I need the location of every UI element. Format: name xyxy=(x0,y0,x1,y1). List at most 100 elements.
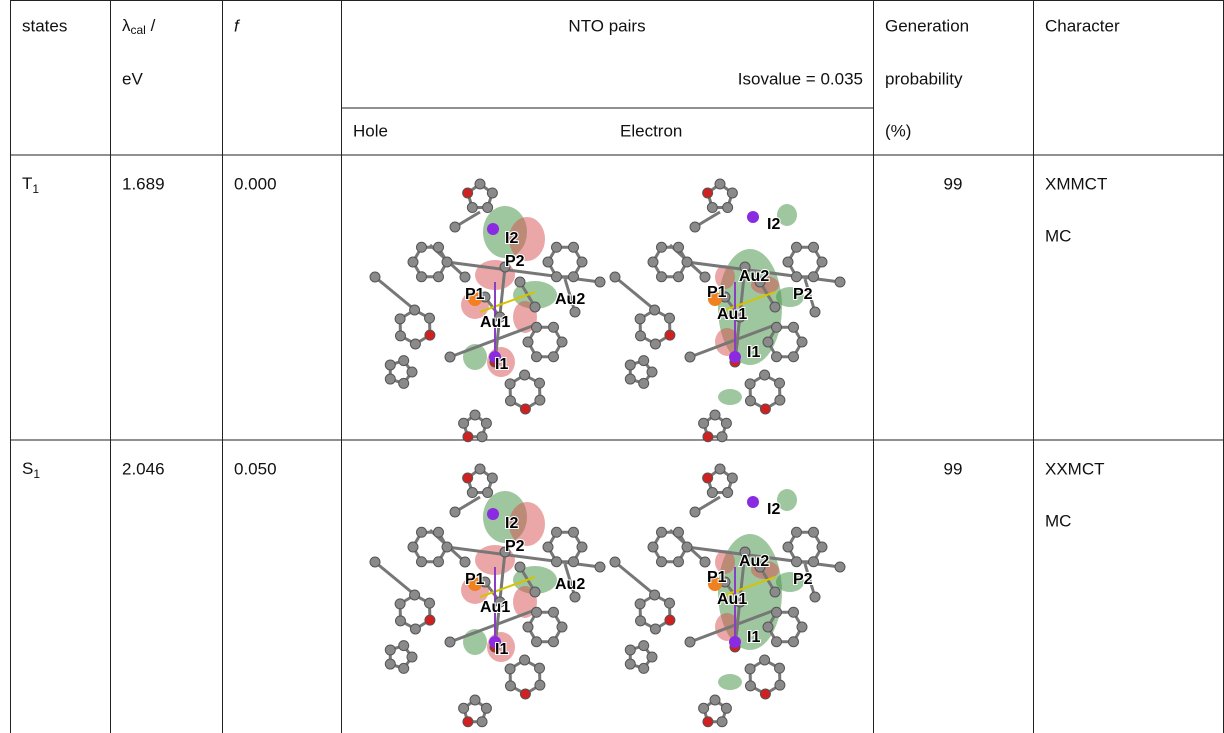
atom xyxy=(450,507,460,517)
atom xyxy=(610,272,620,282)
atom-label: Au1 xyxy=(717,591,747,608)
atom xyxy=(772,322,782,332)
atom xyxy=(792,242,802,252)
atom xyxy=(650,590,660,600)
atom xyxy=(783,257,793,267)
atom xyxy=(647,652,657,662)
atom xyxy=(470,695,480,705)
atom xyxy=(682,257,692,267)
atom xyxy=(792,527,802,537)
atom xyxy=(535,663,545,673)
atom xyxy=(810,592,820,602)
atom xyxy=(417,272,427,282)
atom xyxy=(557,622,567,632)
atom xyxy=(770,587,780,597)
header-cell: Generation xyxy=(885,16,969,35)
atom xyxy=(760,689,770,699)
atom xyxy=(789,322,799,332)
atom xyxy=(685,352,695,362)
atom xyxy=(370,557,380,567)
state: S xyxy=(22,459,33,478)
character-cell: XMMCT xyxy=(1045,174,1107,193)
atom xyxy=(407,367,417,377)
atom xyxy=(549,637,559,647)
atom xyxy=(530,587,540,597)
atom xyxy=(625,360,635,370)
atom xyxy=(745,664,755,674)
atom xyxy=(690,222,700,232)
character-cell: MC xyxy=(1045,511,1071,530)
atom xyxy=(635,331,645,341)
atom xyxy=(797,337,807,347)
atom xyxy=(425,598,435,608)
atom xyxy=(817,542,827,552)
state-cell: S1 xyxy=(22,459,40,481)
atom xyxy=(595,277,605,287)
bond xyxy=(615,562,655,595)
atom xyxy=(772,607,782,617)
atom xyxy=(445,637,455,647)
atom-label: I1 xyxy=(495,356,508,373)
atom xyxy=(674,527,684,537)
atom xyxy=(648,257,658,267)
atom xyxy=(789,352,799,362)
subscript: 1 xyxy=(33,467,40,481)
molecule-hole: I2P2P1Au2Au1I1 xyxy=(370,464,605,727)
atom xyxy=(460,272,470,282)
atom xyxy=(707,203,717,213)
atom xyxy=(775,378,785,388)
atom xyxy=(417,242,427,252)
atom-iodine xyxy=(729,636,741,648)
f-cell: 0.000 xyxy=(234,174,277,193)
atom xyxy=(399,641,409,651)
probability-cell: 99 xyxy=(944,174,963,193)
atom xyxy=(625,659,635,669)
atom xyxy=(710,695,720,705)
atom xyxy=(475,179,485,189)
atom xyxy=(665,598,675,608)
atom-label: I2 xyxy=(767,501,780,518)
atom-label: I1 xyxy=(747,629,760,646)
orbital-lobe xyxy=(718,674,742,690)
atom xyxy=(682,542,692,552)
atom xyxy=(407,652,417,662)
atom xyxy=(809,527,819,537)
atom xyxy=(810,307,820,317)
atom xyxy=(772,637,782,647)
atom xyxy=(434,242,444,252)
atom xyxy=(835,562,845,572)
atom xyxy=(625,645,635,655)
atom xyxy=(789,607,799,617)
atom xyxy=(809,242,819,252)
atom-label: Au2 xyxy=(739,553,769,570)
atom xyxy=(665,313,675,323)
state-cell: T1 xyxy=(22,174,39,196)
atom-label: P1 xyxy=(707,569,727,586)
atom xyxy=(569,527,579,537)
table-grid xyxy=(10,0,1224,733)
atom-label: Au1 xyxy=(480,314,510,331)
atom-label: Au1 xyxy=(717,306,747,323)
atom xyxy=(665,615,675,625)
atom xyxy=(487,188,497,198)
atom xyxy=(760,370,770,380)
atom xyxy=(399,663,409,673)
f-cell: 0.050 xyxy=(234,459,277,478)
atom xyxy=(385,360,395,370)
atom xyxy=(775,680,785,690)
atom xyxy=(395,616,405,626)
atom xyxy=(535,378,545,388)
atom xyxy=(665,330,675,340)
atom-label: P1 xyxy=(465,571,485,588)
atom xyxy=(610,557,620,567)
header-cell: Character xyxy=(1045,16,1120,35)
atom xyxy=(577,257,587,267)
atom xyxy=(721,703,731,713)
bond xyxy=(375,562,415,595)
atom xyxy=(532,637,542,647)
atom xyxy=(639,641,649,651)
atom-label: P2 xyxy=(505,253,525,270)
atom xyxy=(442,542,452,552)
atom-label: I2 xyxy=(767,216,780,233)
atom xyxy=(410,305,420,315)
